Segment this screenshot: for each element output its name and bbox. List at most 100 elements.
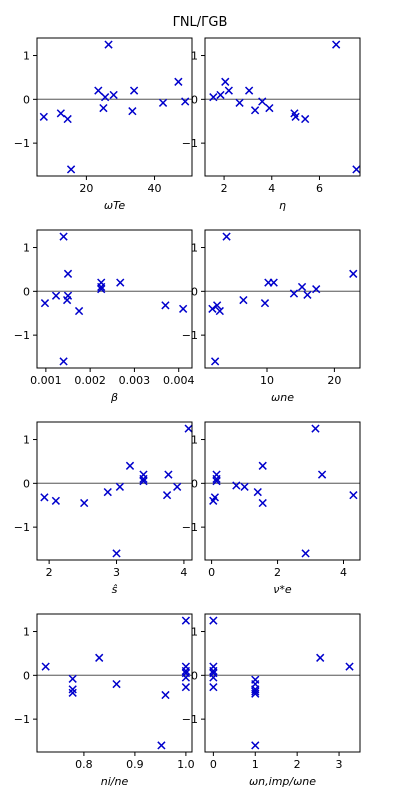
data-point-6 (209, 683, 218, 692)
x-tick-label: 20 (327, 374, 341, 387)
y-tick-label: 1 (191, 434, 198, 447)
axes-frame (36, 421, 193, 561)
data-point-4 (215, 306, 224, 316)
data-point-3 (212, 301, 222, 310)
data-point-7 (101, 93, 110, 102)
data-point-12 (303, 290, 312, 299)
data-point-6 (99, 103, 108, 113)
data-point-6 (112, 679, 121, 689)
data-point-4 (68, 688, 77, 697)
x-tick-label: 20 (79, 182, 93, 195)
data-point-2 (210, 493, 220, 502)
data-point-3 (59, 232, 68, 241)
data-point-5 (222, 232, 231, 241)
data-point-3 (63, 114, 72, 124)
x-tick-label: 0 (210, 758, 217, 771)
data-point-3 (68, 685, 77, 694)
y-tick-label: 0 (191, 285, 198, 298)
data-point-7 (260, 299, 270, 308)
data-point-9 (181, 616, 191, 625)
x-tick-label: 40 (148, 182, 162, 195)
figure-title: ΓNL/ΓGB (173, 15, 228, 30)
x-tick-label: 2 (221, 182, 228, 195)
data-point-12 (251, 741, 260, 750)
y-tick-label: −1 (182, 137, 198, 150)
x-tick-label: 0.003 (119, 374, 151, 387)
data-point-8 (74, 306, 84, 316)
data-point-9 (265, 103, 274, 113)
data-point-4 (103, 487, 112, 497)
y-tick-label: −1 (14, 521, 30, 534)
data-point-12 (158, 98, 168, 107)
data-point-14 (179, 304, 188, 313)
data-point-1 (41, 662, 50, 671)
data-point-11 (129, 86, 139, 95)
y-tick-label: −1 (14, 137, 30, 150)
data-point-1 (209, 616, 218, 625)
data-point-7 (125, 461, 135, 470)
x-axis-label: ωTe (104, 199, 126, 212)
data-point-7 (250, 106, 260, 115)
data-point-13 (317, 470, 327, 479)
x-tick-label: 2 (274, 566, 281, 579)
data-point-13 (181, 673, 191, 682)
data-point-13 (312, 285, 321, 294)
data-point-2 (56, 109, 65, 118)
scatter-panel-3: −1 0 1 0.001 0.002 0.003 0.004 β (14, 229, 194, 404)
x-axis-label: ν*e (273, 583, 292, 596)
data-point-5 (209, 673, 218, 682)
scatter-panel-5: −1 0 1 2 3 4 ŝ (14, 421, 193, 596)
scatter-panel-7: −1 0 1 0.8 0.9 1.0 ni/ne (14, 613, 195, 788)
x-tick-label: 4 (340, 566, 347, 579)
data-point-2 (51, 291, 61, 300)
data-point-11 (291, 112, 300, 121)
data-point-14 (352, 165, 361, 174)
data-point-13 (332, 40, 341, 49)
data-point-13 (316, 653, 325, 662)
axes-frame (36, 37, 193, 177)
data-point-1 (40, 493, 49, 502)
x-tick-label: 4 (268, 182, 275, 195)
axes-frame (36, 229, 193, 369)
y-tick-label: 0 (23, 285, 30, 298)
data-point-7 (157, 741, 166, 750)
data-point-1 (39, 112, 48, 121)
axes-frame (204, 37, 361, 177)
data-point-12 (116, 278, 125, 287)
data-point-11 (297, 282, 307, 292)
data-point-5 (112, 549, 121, 558)
data-point-6 (232, 481, 241, 490)
y-tick-label: −1 (182, 521, 198, 534)
scatter-panel-4: −1 0 1 10 20 ωne (182, 229, 361, 404)
data-point-14 (345, 662, 354, 671)
data-point-6 (239, 295, 248, 305)
y-tick-label: −1 (182, 329, 198, 342)
data-point-9 (258, 461, 267, 470)
data-point-10 (139, 474, 148, 484)
data-point-10 (258, 498, 267, 508)
y-tick-label: 0 (191, 669, 198, 682)
data-point-5 (95, 653, 104, 662)
data-point-14 (349, 269, 358, 278)
y-tick-label: 0 (23, 93, 30, 106)
data-point-3 (221, 77, 230, 86)
data-point-7 (63, 269, 73, 278)
data-point-2 (210, 357, 220, 366)
axes-frame (36, 613, 193, 753)
data-point-8 (161, 690, 170, 700)
x-tick-label: 3 (336, 758, 343, 771)
axes-frame (204, 613, 361, 753)
scatter-panel-2: −1 0 1 2 4 6 η (182, 37, 361, 212)
data-point-5 (212, 474, 221, 484)
data-point-12 (164, 470, 173, 479)
data-point-13 (174, 77, 183, 86)
data-point-4 (66, 165, 76, 174)
y-tick-label: −1 (182, 713, 198, 726)
data-point-1 (208, 304, 217, 313)
scatter-panel-8: −1 0 1 0 1 2 3 ωn,imp/ωne (182, 613, 361, 788)
x-tick-label: 2 (294, 758, 301, 771)
x-tick-label: 0.002 (74, 374, 106, 387)
y-tick-label: 1 (23, 626, 30, 639)
data-point-4 (212, 477, 221, 486)
